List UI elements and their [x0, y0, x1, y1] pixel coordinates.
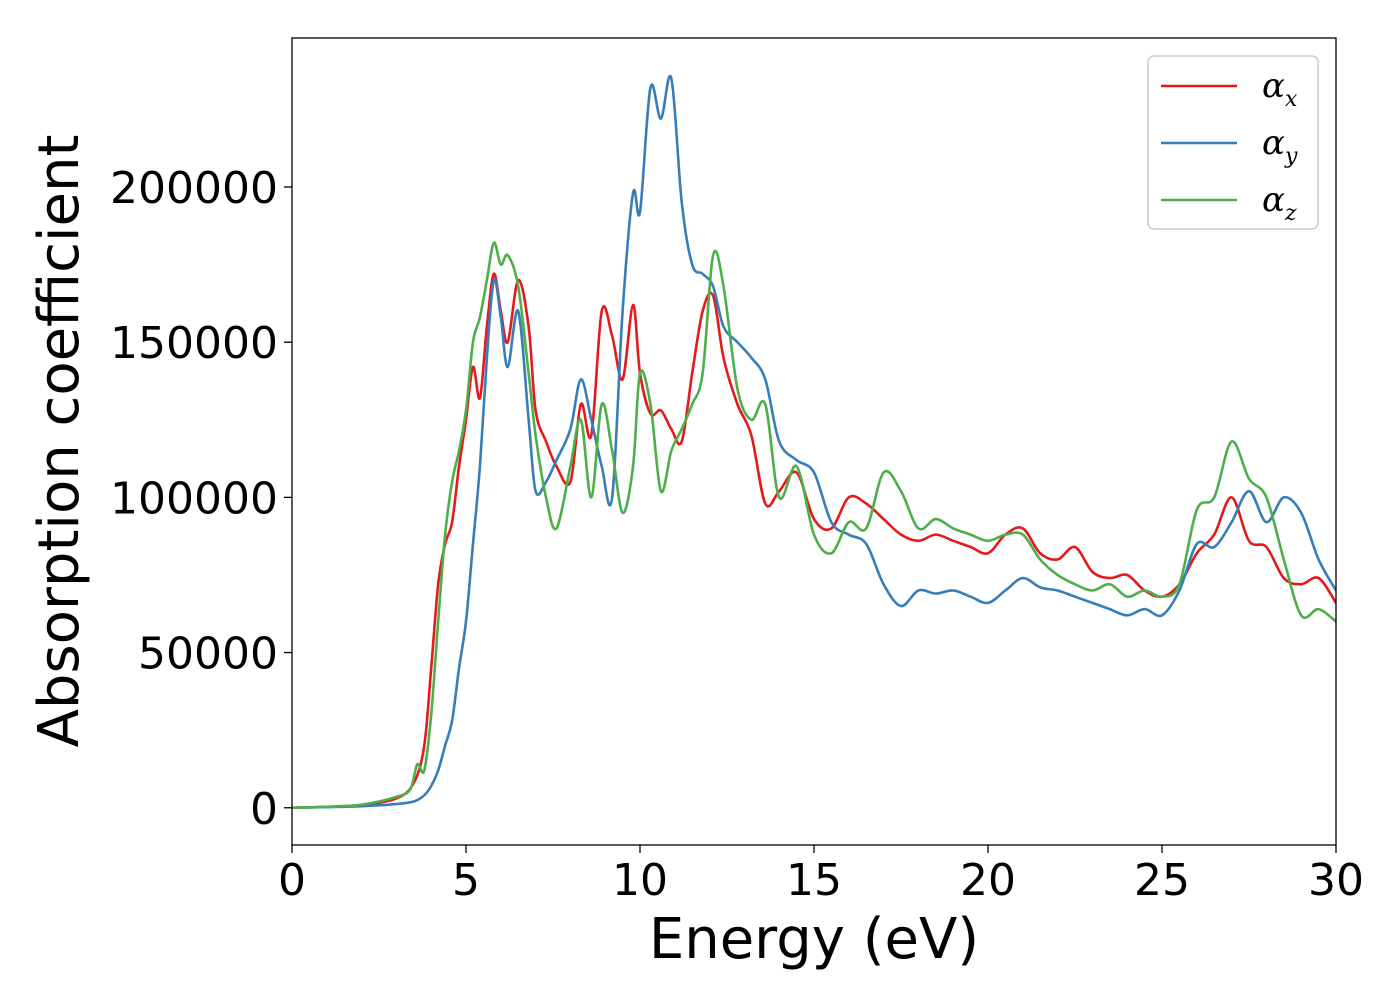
- legend-label-alpha-x: αx: [1262, 66, 1298, 112]
- x-tick-label: 5: [452, 855, 480, 906]
- x-axis-title: Energy (eV): [649, 907, 979, 972]
- y-tick-label: 0: [250, 784, 278, 835]
- y-tick-label: 50000: [138, 629, 278, 680]
- series-line-alpha-y: [292, 74, 1336, 810]
- plot-frame: [291, 37, 1337, 846]
- tick-layer: 0 5 10 15 20 25 30 0 50000 100000 150000 200000: [110, 163, 1364, 906]
- plot-layer: [292, 74, 1336, 810]
- y-tick-label: 200000: [110, 163, 278, 214]
- x-tick-label: 0: [278, 855, 306, 906]
- legend-label-alpha-z: αz: [1262, 180, 1297, 226]
- x-tick-label: 20: [960, 855, 1016, 906]
- x-tick-label: 15: [786, 855, 842, 906]
- x-tick-label: 25: [1134, 855, 1190, 906]
- legend-label-alpha-y: αy: [1262, 123, 1298, 169]
- y-tick-label: 150000: [110, 318, 278, 369]
- y-axis-title: Absorption coefficient: [27, 135, 92, 748]
- x-tick-label: 30: [1308, 855, 1364, 906]
- legend: αx αy αz: [1147, 55, 1319, 230]
- y-tick-label: 100000: [110, 473, 278, 524]
- series-line-alpha-z: [292, 241, 1336, 810]
- x-tick-label: 10: [612, 855, 668, 906]
- series-line-alpha-x: [292, 272, 1336, 810]
